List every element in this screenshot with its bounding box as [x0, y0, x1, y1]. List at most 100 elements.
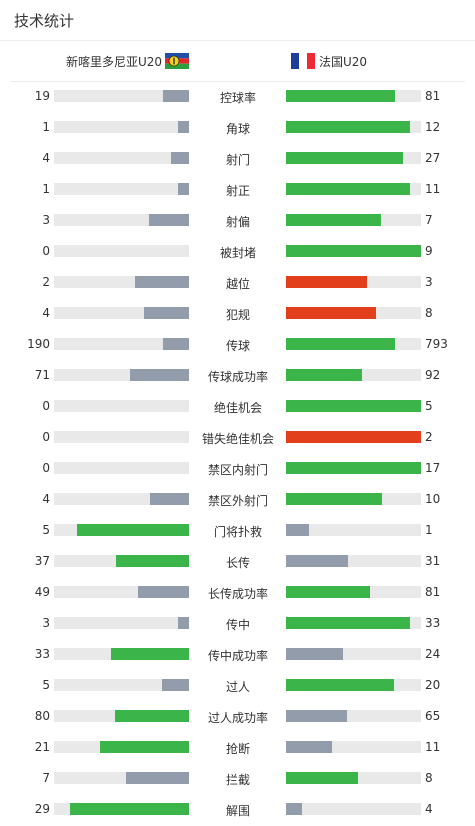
away-stat-bar: [286, 276, 421, 288]
stat-label: 禁区外射门: [207, 494, 268, 508]
home-stat-bar: [54, 710, 189, 722]
home-stat-bar: [54, 555, 189, 567]
stat-row: 0 错失绝佳机会 2: [0, 422, 475, 453]
away-stat-bar-fill: [286, 462, 421, 474]
away-stat-bar-fill: [286, 183, 411, 195]
home-stat-value: 1: [42, 182, 50, 196]
away-stat-bar-fill: [286, 772, 358, 784]
home-team-name: 新喀里多尼亚U20: [66, 55, 163, 69]
away-stat-bar-fill: [286, 307, 377, 319]
stat-row: 37 长传 31: [0, 546, 475, 577]
away-stat-bar-fill: [286, 586, 370, 598]
home-stat-bar: [54, 803, 189, 815]
home-stat-bar-fill: [135, 276, 189, 288]
home-stat-value: 37: [34, 554, 50, 568]
home-stat-bar-fill: [125, 772, 189, 784]
home-stat-bar: [54, 772, 189, 784]
away-stat-value: 33: [425, 616, 441, 630]
away-stat-bar: [286, 214, 421, 226]
home-stat-value: 0: [42, 430, 50, 444]
stat-row: 21 抢断 11: [0, 732, 475, 763]
away-stat-bar-fill: [286, 555, 349, 567]
new-caledonia-flag-icon: [165, 53, 189, 69]
away-stat-value: 8: [425, 771, 433, 785]
away-stat-bar-fill: [286, 369, 362, 381]
stat-label: 射偏: [225, 215, 250, 229]
home-stat-bar: [54, 90, 189, 102]
home-stat-bar: [54, 679, 189, 691]
home-stat-bar-fill: [137, 586, 189, 598]
away-stat-value: 3: [425, 275, 433, 289]
away-stat-bar-fill: [286, 90, 396, 102]
away-team-name: 法国U20: [319, 55, 368, 69]
home-stat-bar-fill: [171, 152, 189, 164]
stat-label: 禁区内射门: [207, 463, 268, 477]
home-stat-bar-fill: [129, 369, 189, 381]
away-stat-bar: [286, 710, 421, 722]
team-header-row: 新喀里多尼亚U20 法国U20: [10, 41, 465, 82]
stat-row: 0 禁区内射门 17: [0, 453, 475, 484]
away-stat-bar-fill: [286, 524, 309, 536]
home-stat-bar-fill: [178, 121, 189, 133]
home-stat-bar: [54, 245, 189, 257]
away-stat-value: 9: [425, 244, 433, 258]
stat-row: 1 射正 11: [0, 174, 475, 205]
away-stat-bar: [286, 555, 421, 567]
home-stat-value: 29: [34, 802, 50, 816]
away-stat-value: 81: [425, 585, 441, 599]
stat-row: 3 射偏 7: [0, 205, 475, 236]
stat-label: 长传成功率: [207, 587, 268, 601]
home-stat-bar-fill: [144, 307, 189, 319]
home-stat-bar: [54, 214, 189, 226]
home-stat-value: 0: [42, 399, 50, 413]
away-stat-bar: [286, 400, 421, 412]
stat-row: 33 传中成功率 24: [0, 639, 475, 670]
stat-row: 3 传中 33: [0, 608, 475, 639]
away-stat-bar: [286, 338, 421, 350]
away-stat-bar-fill: [286, 338, 396, 350]
stat-label: 绝佳机会: [213, 401, 262, 415]
away-stat-bar: [286, 183, 421, 195]
stat-label: 被封堵: [219, 246, 256, 260]
home-stat-bar-fill: [116, 555, 189, 567]
stat-label: 射正: [225, 184, 250, 198]
home-stat-bar-fill: [178, 183, 189, 195]
home-stat-bar: [54, 400, 189, 412]
away-stat-bar-fill: [286, 245, 421, 257]
home-stat-value: 80: [34, 709, 50, 723]
home-stat-bar: [54, 183, 189, 195]
stat-row: 4 禁区外射门 10: [0, 484, 475, 515]
away-stat-bar-fill: [286, 152, 404, 164]
away-stat-bar: [286, 586, 421, 598]
stat-label: 控球率: [219, 91, 256, 105]
stat-row: 19 控球率 81: [0, 81, 475, 112]
home-stat-bar-fill: [148, 214, 189, 226]
home-stat-bar: [54, 369, 189, 381]
away-stat-bar-fill: [286, 617, 411, 629]
away-stat-value: 2: [425, 430, 433, 444]
away-stat-bar: [286, 679, 421, 691]
home-stat-value: 5: [42, 678, 50, 692]
home-stat-value: 49: [34, 585, 50, 599]
home-stat-bar: [54, 152, 189, 164]
stat-row: 71 传球成功率 92: [0, 360, 475, 391]
away-stat-bar: [286, 90, 421, 102]
away-stat-value: 31: [425, 554, 441, 568]
home-stat-bar: [54, 493, 189, 505]
home-stat-bar-fill: [76, 524, 189, 536]
away-stat-bar: [286, 493, 421, 505]
stat-label: 解围: [225, 804, 250, 818]
away-stat-bar-fill: [286, 679, 394, 691]
home-stat-value: 7: [42, 771, 50, 785]
stat-label: 传中: [225, 618, 250, 632]
stat-row: 29 解围 4: [0, 794, 475, 825]
away-stat-value: 8: [425, 306, 433, 320]
away-stat-bar: [286, 369, 421, 381]
stat-row: 4 犯规 8: [0, 298, 475, 329]
away-stat-bar-fill: [286, 121, 411, 133]
home-stat-value: 19: [34, 89, 50, 103]
stat-row: 1 角球 12: [0, 112, 475, 143]
away-stat-bar: [286, 152, 421, 164]
stat-label: 过人: [225, 680, 250, 694]
home-stat-bar: [54, 338, 189, 350]
